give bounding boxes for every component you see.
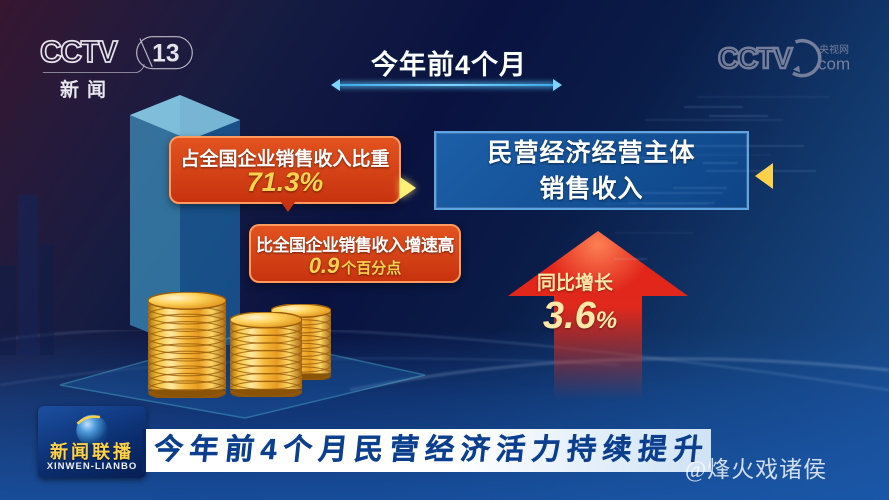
svg-text:13: 13 — [152, 41, 179, 68]
svg-text:CCTV: CCTV — [718, 43, 793, 75]
svg-text:com: com — [818, 55, 850, 74]
svg-text:CCTV: CCTV — [40, 36, 118, 69]
